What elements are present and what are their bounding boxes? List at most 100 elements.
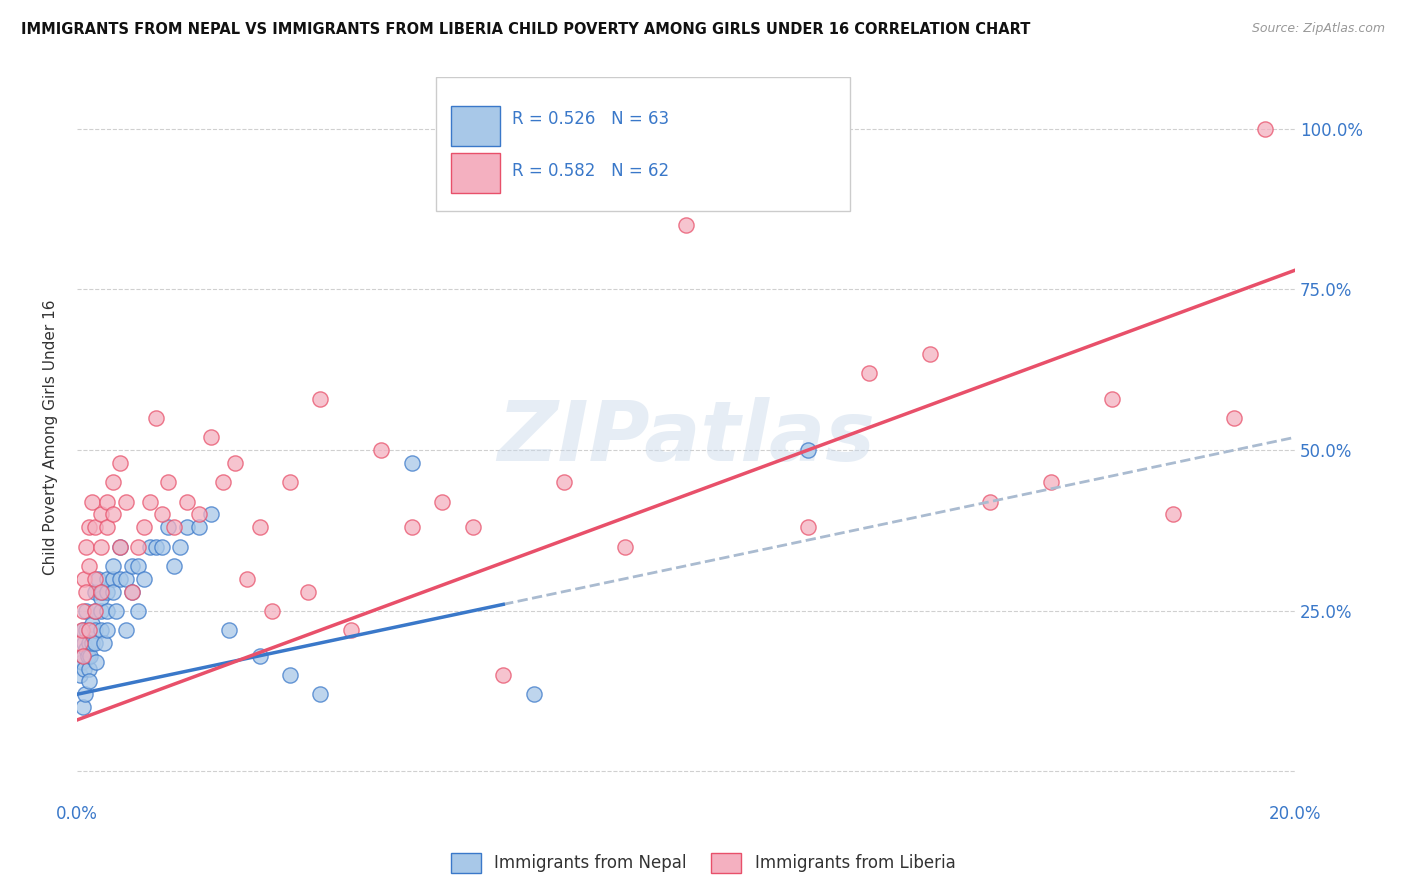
Point [114,623,136,637]
Point [75,540,97,554]
Text: R = 0.526   N = 63: R = 0.526 N = 63 [512,111,669,128]
Point [212,475,235,490]
Point [121,584,143,599]
Point [1161,508,1184,522]
Point [73,572,96,586]
Point [614,540,637,554]
Point [145,411,167,425]
Point [70,623,93,637]
Point [84,572,107,586]
Point [105,604,128,618]
Point [675,219,697,233]
Point [103,572,125,586]
Point [77,520,100,534]
Point [96,604,118,618]
Point [735,186,758,200]
Point [401,456,423,470]
Text: IMMIGRANTS FROM NEPAL VS IMMIGRANTS FROM LIBERIA CHILD POVERTY AMONG GIRLS UNDER: IMMIGRANTS FROM NEPAL VS IMMIGRANTS FROM… [21,22,1031,37]
Point [200,508,222,522]
Point [96,520,118,534]
Point [90,540,112,554]
Point [91,584,114,599]
Point [82,494,104,508]
Point [176,520,198,534]
Point [114,572,136,586]
Point [114,494,136,508]
Point [139,540,162,554]
Point [1101,392,1123,406]
Point [461,520,484,534]
Point [96,572,118,586]
Point [103,508,125,522]
Point [75,604,97,618]
Point [90,584,112,599]
Point [1223,411,1246,425]
Point [84,604,107,618]
Point [70,655,93,669]
Point [73,636,96,650]
Legend: Immigrants from Nepal, Immigrants from Liberia: Immigrants from Nepal, Immigrants from L… [444,847,962,880]
Point [432,494,454,508]
Point [93,636,115,650]
Point [84,623,107,637]
Point [127,558,149,573]
Point [72,604,94,618]
Point [76,648,98,663]
Point [401,520,423,534]
Point [309,687,332,701]
Point [96,494,118,508]
FancyBboxPatch shape [451,106,499,145]
Point [82,616,104,631]
Point [176,494,198,508]
Point [86,655,108,669]
Point [309,392,332,406]
Point [96,623,118,637]
Point [75,642,97,657]
Point [90,623,112,637]
Point [157,475,180,490]
Point [132,520,155,534]
Point [553,475,575,490]
Point [218,623,240,637]
Point [72,700,94,714]
Point [77,662,100,676]
Text: R = 0.582   N = 62: R = 0.582 N = 62 [512,162,669,180]
Point [72,648,94,663]
Point [103,475,125,490]
Text: Source: ZipAtlas.com: Source: ZipAtlas.com [1251,22,1385,36]
Point [797,443,820,458]
Point [108,540,131,554]
Point [84,604,107,618]
Point [90,604,112,618]
Point [121,584,143,599]
FancyBboxPatch shape [451,153,499,193]
Point [858,366,880,380]
Point [139,494,162,508]
Point [1253,121,1275,136]
Point [523,687,546,701]
Point [96,584,118,599]
Y-axis label: Child Poverty Among Girls Under 16: Child Poverty Among Girls Under 16 [44,300,58,575]
Point [150,540,173,554]
Point [297,584,319,599]
FancyBboxPatch shape [436,78,851,211]
Point [84,520,107,534]
Point [187,520,209,534]
Point [77,623,100,637]
Point [84,636,107,650]
Point [163,520,186,534]
Point [108,572,131,586]
Point [87,572,110,586]
Point [69,668,91,682]
Point [75,584,97,599]
Point [84,584,107,599]
Point [103,584,125,599]
Point [278,475,301,490]
Point [1040,475,1063,490]
Point [77,558,100,573]
Point [77,674,100,689]
Point [492,668,515,682]
Point [132,572,155,586]
Point [108,456,131,470]
Point [121,558,143,573]
